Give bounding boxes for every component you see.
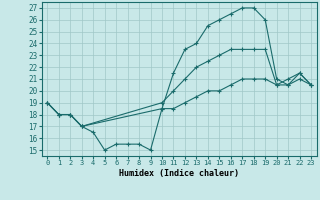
X-axis label: Humidex (Indice chaleur): Humidex (Indice chaleur) (119, 169, 239, 178)
